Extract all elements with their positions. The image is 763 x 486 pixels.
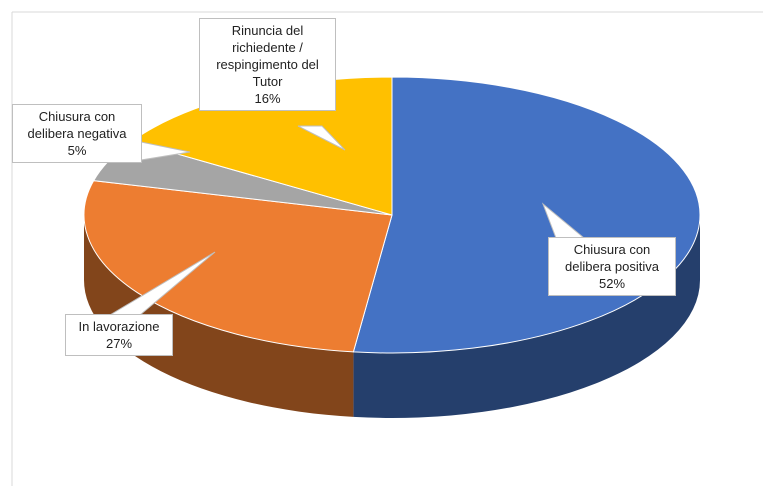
pointer (297, 125, 346, 151)
data-label: In lavorazione 27% (65, 314, 173, 356)
data-label: Rinuncia del richiedente / respingimento… (199, 18, 336, 111)
data-label: Chiusura con delibera negativa 5% (12, 104, 142, 163)
label-value: 52% (598, 276, 626, 291)
label-value: 16% (254, 91, 281, 106)
data-label: Chiusura con delibera positiva 52% (548, 237, 676, 296)
label-name: In lavorazione (78, 319, 160, 334)
label-value: 5% (67, 143, 87, 158)
slice (83, 180, 393, 353)
slice-side (353, 215, 700, 418)
label-value: 27% (105, 336, 133, 351)
label-name: Rinuncia del richiedente / respingimento… (216, 23, 319, 89)
label-name: Chiusura con delibera positiva (565, 242, 659, 274)
label-name: Chiusura con delibera negativa (27, 109, 127, 141)
slice-side (84, 215, 354, 417)
